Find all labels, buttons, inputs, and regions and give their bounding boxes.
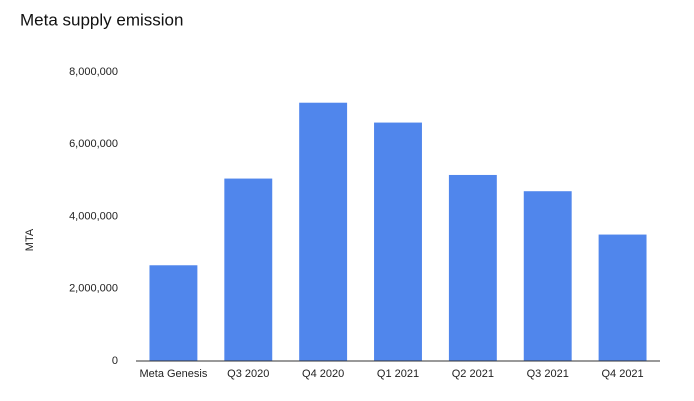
y-tick-label: 6,000,000: [69, 138, 118, 150]
bar: [374, 122, 422, 361]
x-tick-label: Q2 2021: [452, 368, 494, 380]
y-tick-label: 4,000,000: [69, 210, 118, 222]
bar: [299, 102, 348, 362]
y-tick-label: 2,000,000: [69, 283, 118, 295]
x-tick-label: Q3 2021: [527, 368, 569, 380]
x-tick-label: Q4 2020: [302, 368, 344, 380]
x-tick-label: Q3 2020: [227, 368, 269, 380]
bar: [523, 191, 572, 361]
bar: [448, 174, 497, 361]
bar: [598, 234, 647, 361]
x-tick-label: Q1 2021: [377, 368, 419, 380]
x-tick-label: Meta Genesis: [139, 368, 207, 380]
bar: [149, 265, 198, 361]
bar: [224, 178, 273, 361]
x-tick-label: Q4 2021: [601, 368, 643, 380]
chart-title: Meta supply emission: [20, 10, 183, 29]
y-tick-label: 8,000,000: [69, 66, 118, 78]
y-axis-label: MTA: [24, 228, 36, 251]
y-tick-label: 0: [112, 355, 118, 367]
